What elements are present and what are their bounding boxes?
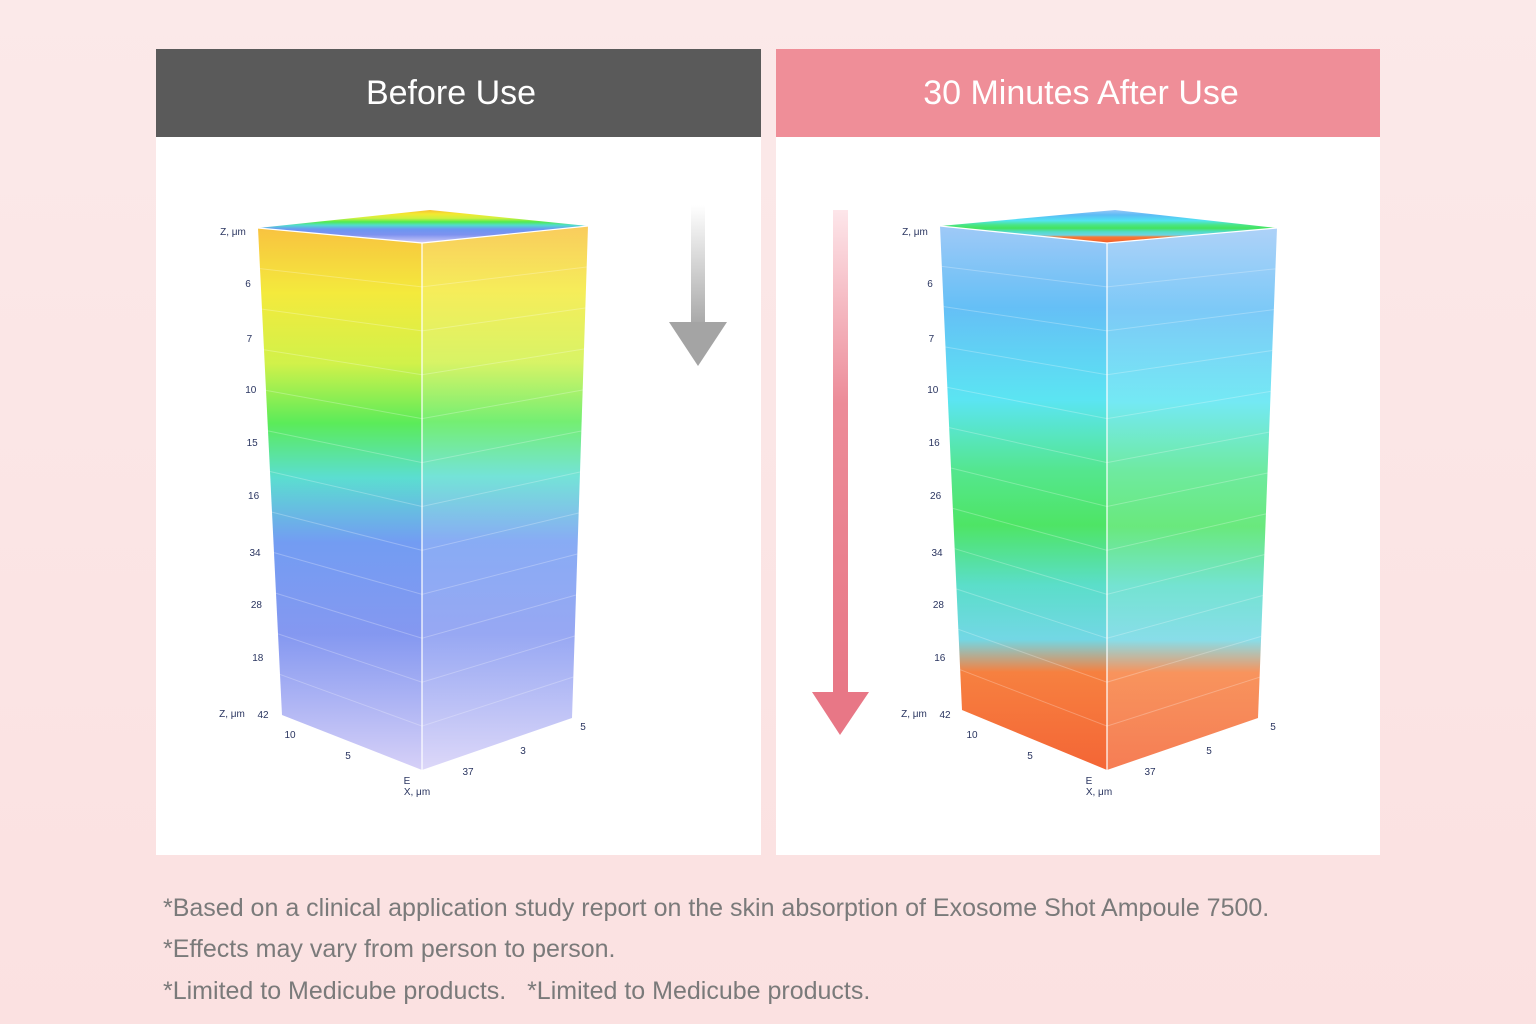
tick-label: 10 — [245, 385, 257, 396]
axis-unit: E — [1086, 776, 1093, 787]
tick-label: 10 — [927, 385, 939, 396]
footnote: *Based on a clinical application study r… — [163, 894, 1269, 922]
cube-layer — [273, 552, 578, 595]
cube-layer — [271, 511, 579, 551]
panel-title: Before Use — [366, 74, 536, 112]
footnote: *Limited to Medicube products. *Limited … — [163, 977, 870, 1005]
axis-title: Z, μm — [219, 709, 245, 720]
cube-layer — [950, 467, 1268, 508]
tick-label: 7 — [247, 334, 253, 345]
cube-face — [422, 226, 588, 770]
tick-label: 42 — [257, 710, 269, 721]
panel-header — [776, 49, 1380, 137]
tick-label: 5 — [1027, 751, 1033, 762]
tick-label: 34 — [249, 548, 261, 559]
cube-layer — [954, 548, 1265, 595]
cube-top — [258, 210, 588, 243]
tick-label: 28 — [251, 600, 263, 611]
cube-layer — [956, 588, 1263, 639]
cube-face — [258, 228, 422, 770]
cube-layer — [949, 427, 1270, 464]
cube-layer — [265, 389, 583, 420]
tick-label: 10 — [284, 730, 296, 741]
panel-title: 30 Minutes After Use — [923, 74, 1239, 112]
axis-title: X, μm — [404, 787, 430, 798]
cube-layer — [277, 633, 575, 683]
tick-label: 7 — [929, 334, 935, 345]
cube-layer — [267, 430, 582, 464]
tick-label: 5 — [345, 751, 351, 762]
footnote: *Effects may vary from person to person. — [163, 935, 616, 963]
tick-label: 26 — [930, 491, 942, 502]
cube-face — [1107, 228, 1277, 770]
axis-title: Z, μm — [901, 709, 927, 720]
cube-layer — [269, 471, 581, 508]
tick-label: 6 — [927, 279, 933, 290]
tick-label: 5 — [580, 722, 586, 733]
cube-layer — [941, 265, 1276, 288]
tick-label: 16 — [929, 438, 941, 449]
cube-face — [940, 226, 1107, 770]
cube-layer — [259, 266, 587, 288]
cube-layer — [959, 669, 1260, 727]
tick-label: 37 — [1144, 767, 1156, 778]
cube-layer — [947, 386, 1271, 420]
axis-title: Z, μm — [220, 227, 246, 238]
tick-label: 15 — [247, 438, 259, 449]
cube-layer — [943, 306, 1274, 332]
tick-label: 37 — [462, 767, 474, 778]
arrow-shaft — [833, 210, 848, 695]
tick-label: 42 — [939, 710, 951, 721]
arrow-shaft — [691, 205, 705, 325]
tick-label: 16 — [934, 653, 946, 664]
tick-label: 28 — [933, 600, 945, 611]
cube-layer — [958, 628, 1262, 683]
tick-label: 34 — [931, 548, 943, 559]
arrow-head — [812, 692, 869, 735]
cube-layer — [263, 348, 585, 376]
tick-label: 3 — [520, 746, 526, 757]
axis-title: X, μm — [1086, 787, 1112, 798]
tick-label: 10 — [966, 730, 978, 741]
axis-unit: E — [404, 776, 411, 787]
tick-label: 16 — [248, 491, 260, 502]
arrow-head — [669, 322, 727, 366]
tick-label: 5 — [1270, 722, 1276, 733]
axis-title: Z, μm — [902, 227, 928, 238]
tick-label: 6 — [245, 279, 251, 290]
tick-label: 18 — [252, 653, 264, 664]
cube-layer — [275, 592, 577, 639]
cube-layer — [952, 507, 1267, 551]
tick-label: 5 — [1206, 746, 1212, 757]
panel-header — [156, 49, 761, 137]
cube-top — [940, 210, 1277, 243]
cube-layer — [261, 307, 586, 332]
cube-layer — [279, 673, 574, 727]
cube-layer — [945, 346, 1273, 376]
